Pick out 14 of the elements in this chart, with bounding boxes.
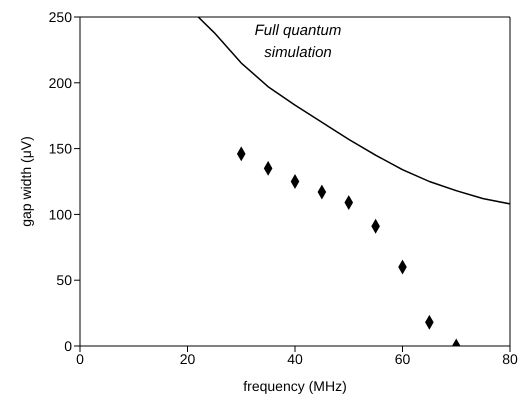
x-tick-label: 20 [180,350,196,367]
y-tick-label: 150 [48,140,72,157]
y-tick-label: 0 [64,338,72,354]
y-tick-label: 50 [56,272,72,288]
x-tick-label: 40 [287,350,303,367]
x-tick-label: 80 [502,350,518,367]
x-tick-label: 60 [394,350,410,367]
x-tick-label: 0 [76,350,84,367]
x-axis-title: frequency (MHz) [243,378,347,394]
y-axis-title: gap width (μV) [18,136,34,227]
y-tick-label: 100 [48,206,72,222]
y-tick-label: 250 [48,8,72,25]
y-tick-label: 200 [48,74,72,91]
annotation: Full quantum simulation [254,21,342,63]
